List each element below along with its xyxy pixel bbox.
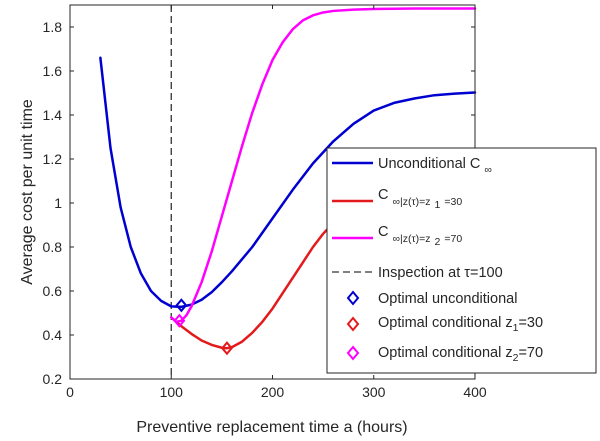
legend-label-unconditional-main: Unconditional C bbox=[378, 156, 480, 172]
legend-label-unconditional: Unconditional C ∞ bbox=[378, 156, 492, 176]
y-tick-label-5: 1.2 bbox=[43, 151, 63, 167]
legend-box bbox=[326, 147, 597, 374]
legend-label-optimal-z2-suffix: =70 bbox=[518, 345, 543, 361]
x-tick-label-1: 100 bbox=[160, 384, 184, 400]
legend-entry-optimal-unconditional: Optimal unconditional bbox=[346, 290, 517, 307]
legend-label-z1-suffix: =30 bbox=[444, 196, 462, 208]
legend-label-inspection-suffix: =100 bbox=[470, 265, 503, 281]
legend-marker-optimal-z2 bbox=[346, 345, 360, 361]
legend-label-conditional-z1: C ∞|z(τ)=z 1 =30 bbox=[378, 187, 462, 212]
legend-label-optimal-z1-sub: 1 bbox=[513, 322, 519, 334]
legend-label-optimal-z2-main: Optimal conditional z bbox=[378, 345, 513, 361]
legend-label-z2-sub: ∞|z(τ)=z bbox=[393, 233, 431, 245]
y-tick-label-3: 0.8 bbox=[43, 239, 63, 255]
legend-entry-optimal-z2: Optimal conditional z2=70 bbox=[346, 345, 543, 364]
x-tick-label-4: 400 bbox=[463, 384, 487, 400]
optimal-marker-1 bbox=[220, 341, 233, 356]
series-line-0 bbox=[99, 56, 477, 309]
ticks: 0 100 200 300 400 0.2 0.4 0.6 0.8 1 1.2 1.4 1.6 1.8 bbox=[43, 5, 487, 400]
legend-marker-optimal-z1 bbox=[346, 316, 360, 332]
y-tick-label-2: 0.6 bbox=[43, 283, 63, 299]
legend-entry-conditional-z2: C ∞|z(τ)=z 2 =70 bbox=[332, 224, 462, 249]
legend-entry-inspection: Inspection at τ=100 bbox=[332, 265, 503, 281]
legend-label-conditional-z2: C ∞|z(τ)=z 2 =70 bbox=[378, 224, 462, 249]
y-tick-label-6: 1.4 bbox=[43, 107, 63, 123]
legend-label-inspection: Inspection at τ=100 bbox=[378, 265, 503, 281]
optimal-marker-0 bbox=[175, 298, 188, 313]
legend-label-optimal-z1: Optimal conditional z1=30 bbox=[378, 315, 543, 334]
legend-label-optimal-z1-main: Optimal conditional z bbox=[378, 315, 513, 331]
legend-label-z2-sub2: 2 bbox=[435, 236, 441, 248]
legend-entry-optimal-z1: Optimal conditional z1=30 bbox=[346, 315, 543, 334]
legend-label-z2-suffix: =70 bbox=[444, 233, 462, 245]
legend-label-z1-main: C bbox=[378, 187, 388, 203]
legend-marker-optimal-unconditional bbox=[346, 290, 360, 306]
legend-label-optimal-unconditional: Optimal unconditional bbox=[378, 291, 517, 307]
y-tick-label-8: 1.8 bbox=[43, 19, 63, 35]
legend-label-optimal-z2: Optimal conditional z2=70 bbox=[378, 345, 543, 364]
legend-label-inspection-main: Inspection at bbox=[378, 265, 464, 281]
legend-label-optimal-z2-sub: 2 bbox=[513, 352, 519, 364]
legend-entry-unconditional: Unconditional C ∞ bbox=[332, 156, 492, 176]
legend-label-z1-sub2: 1 bbox=[435, 199, 441, 211]
legend-label-z2-main: C bbox=[378, 224, 388, 240]
series-line-2 bbox=[170, 7, 477, 324]
legend-label-inspection-symbol: τ bbox=[464, 265, 470, 281]
x-tick-label-2: 200 bbox=[261, 384, 285, 400]
y-axis-label: Average cost per unit time bbox=[19, 99, 36, 285]
legend-entry-conditional-z1: C ∞|z(τ)=z 1 =30 bbox=[332, 187, 462, 212]
legend-label-unconditional-sub: ∞ bbox=[484, 164, 492, 176]
x-tick-label-3: 300 bbox=[362, 384, 386, 400]
plot-markers bbox=[173, 298, 233, 356]
x-axis-label: Preventive replacement time a (hours) bbox=[136, 419, 407, 436]
y-tick-label-1: 0.4 bbox=[43, 327, 63, 343]
legend-label-optimal-z1-suffix: =30 bbox=[518, 315, 543, 331]
optimal-marker-2 bbox=[173, 313, 186, 328]
y-tick-label-7: 1.6 bbox=[43, 63, 63, 79]
legend: Unconditional C ∞ C ∞|z(τ)=z 1 =30 C ∞|z… bbox=[326, 147, 597, 374]
y-tick-label-4: 1 bbox=[54, 195, 62, 211]
y-tick-label-0: 0.2 bbox=[43, 371, 63, 387]
legend-label-z1-sub: ∞|z(τ)=z bbox=[393, 196, 431, 208]
x-tick-label-0: 0 bbox=[66, 384, 74, 400]
